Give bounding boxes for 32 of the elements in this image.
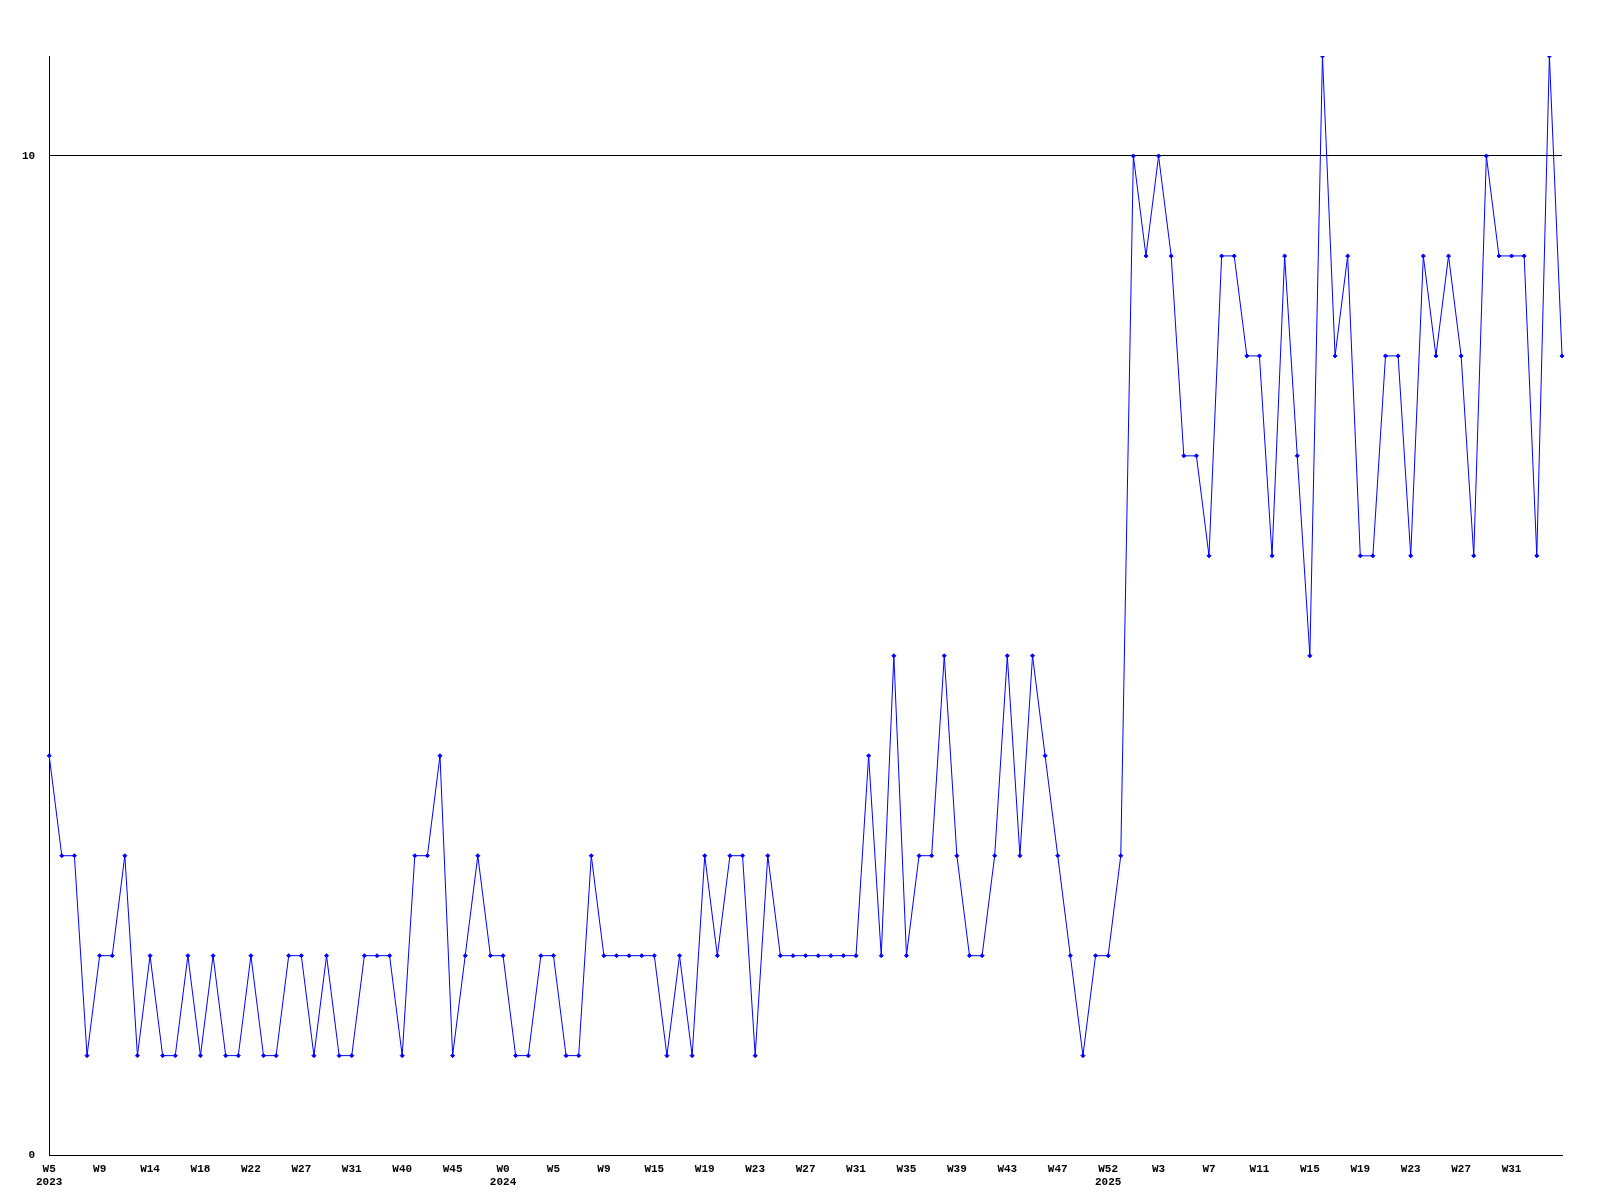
x-tick-label: W14 [140, 1162, 161, 1175]
x-tick-label: W15 [644, 1162, 665, 1175]
x-tick-label: W15 [1299, 1162, 1321, 1175]
x-tick-label: W22 [241, 1162, 261, 1175]
x-tick-label: W47 [1047, 1162, 1068, 1175]
x-tick-label: W19 [1350, 1162, 1371, 1175]
x-tick-label: W45 [442, 1162, 463, 1175]
x-tick-label: W11 [1249, 1162, 1270, 1175]
x-tick-label: W5 2023 [36, 1162, 63, 1189]
x-tick-label: W23 [1400, 1162, 1422, 1175]
x-tick-label: W7 [1202, 1162, 1216, 1175]
y-tick-label: 0 [28, 1149, 36, 1162]
x-tick-label: W27 [795, 1162, 816, 1175]
x-tick-label: W43 [997, 1162, 1018, 1175]
x-tick-label: W27 [1451, 1162, 1472, 1175]
x-tick-label: W9 [93, 1162, 107, 1175]
x-tick-label: W40 [392, 1162, 413, 1175]
x-tick-label: W0 2024 [489, 1162, 517, 1189]
x-tick-label: W52 2025 [1094, 1162, 1122, 1189]
x-tick-label: W27 [291, 1162, 312, 1175]
x-tick-label: W18 [190, 1162, 211, 1175]
x-tick-label: W9 [597, 1162, 611, 1175]
y-tick-label: 10 [22, 149, 36, 162]
x-tick-label: W39 [946, 1162, 967, 1175]
x-tick-label: W31 [1501, 1162, 1522, 1175]
x-tick-label: W31 [846, 1162, 867, 1175]
x-tick-label: W19 [694, 1162, 715, 1175]
x-tick-label: W23 [745, 1162, 766, 1175]
x-tick-label: W31 [341, 1162, 363, 1175]
x-tick-label: W35 [896, 1162, 917, 1175]
x-tick-label: W5 [546, 1162, 561, 1175]
x-tick-label: W3 [1151, 1162, 1166, 1175]
